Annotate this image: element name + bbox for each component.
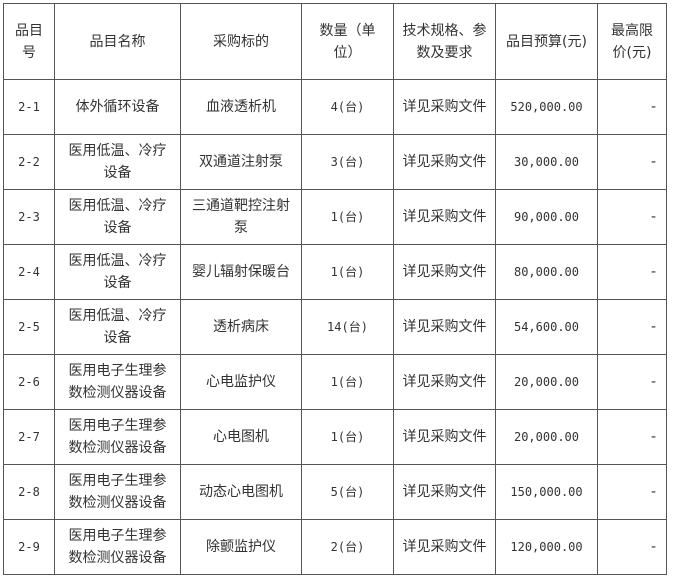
cell-budget: 120,000.00 [495,519,598,575]
cell-quantity: 2(台) [301,519,394,575]
cell-spec: 详见采购文件 [393,244,496,300]
cell-spec: 详见采购文件 [393,464,496,520]
cell-max-price: - [597,354,667,410]
cell-item-no: 2-2 [3,134,55,190]
table-row: 2-2 医用低温、冷疗设备 双通道注射泵 3(台) 详见采购文件 30,000.00- [3,134,667,190]
cell-budget: 20,000.00 [495,409,598,465]
cell-item-name: 医用电子生理参数检测仪器设备 [54,519,181,575]
cell-item-name: 体外循环设备 [54,79,181,135]
cell-item-no: 2-7 [3,409,55,465]
cell-subject: 婴儿辐射保暖台 [180,244,302,300]
cell-subject: 血液透析机 [180,79,302,135]
header-spec: 技术规格、参数及要求 [393,3,496,80]
table-row: 2-4 医用低温、冷疗设备 婴儿辐射保暖台 1(台) 详见采购文件 80,000.00- [3,244,667,300]
cell-item-name: 医用低温、冷疗设备 [54,134,181,190]
cell-max-price: - [597,464,667,520]
cell-subject: 透析病床 [180,299,302,355]
cell-item-no: 2-5 [3,299,55,355]
cell-subject: 双通道注射泵 [180,134,302,190]
header-item-name: 品目名称 [54,3,181,80]
header-max-price: 最高限价(元) [597,3,667,80]
table-row: 2-5 医用低温、冷疗设备 透析病床 14(台) 详见采购文件 54,600.00- [3,299,667,355]
cell-budget: 20,000.00 [495,354,598,410]
cell-budget: 30,000.00 [495,134,598,190]
cell-subject: 除颤监护仪 [180,519,302,575]
cell-quantity: 5(台) [301,464,394,520]
cell-max-price: - [597,134,667,190]
cell-item-name: 医用低温、冷疗设备 [54,189,181,245]
cell-budget: 90,000.00 [495,189,598,245]
cell-item-name: 医用低温、冷疗设备 [54,244,181,300]
cell-item-no: 2-4 [3,244,55,300]
cell-max-price: - [597,519,667,575]
cell-quantity: 4(台) [301,79,394,135]
header-row: 品目号 品目名称 采购标的 数量（单位） 技术规格、参数及要求 品目预算(元) … [3,3,667,80]
procurement-table: 品目号 品目名称 采购标的 数量（单位） 技术规格、参数及要求 品目预算(元) … [3,3,667,575]
cell-subject: 心电图机 [180,409,302,465]
cell-max-price: - [597,189,667,245]
cell-item-no: 2-8 [3,464,55,520]
cell-item-no: 2-6 [3,354,55,410]
cell-item-name: 医用低温、冷疗设备 [54,299,181,355]
cell-spec: 详见采购文件 [393,79,496,135]
cell-spec: 详见采购文件 [393,409,496,465]
cell-spec: 详见采购文件 [393,189,496,245]
cell-item-no: 2-1 [3,79,55,135]
table-row: 2-9 医用电子生理参数检测仪器设备 除颤监护仪 2(台) 详见采购文件 120,000.… [3,519,667,575]
cell-quantity: 3(台) [301,134,394,190]
header-budget: 品目预算(元) [495,3,598,80]
cell-item-no: 2-9 [3,519,55,575]
header-quantity: 数量（单位） [301,3,394,80]
cell-item-name: 医用电子生理参数检测仪器设备 [54,409,181,465]
table-row: 2-6 医用电子生理参数检测仪器设备 心电监护仪 1(台) 详见采购文件 20,000.0… [3,354,667,410]
header-item-no: 品目号 [3,3,55,80]
cell-max-price: - [597,299,667,355]
cell-item-name: 医用电子生理参数检测仪器设备 [54,464,181,520]
cell-subject: 心电监护仪 [180,354,302,410]
cell-quantity: 1(台) [301,409,394,465]
table-row: 2-8 医用电子生理参数检测仪器设备 动态心电图机 5(台) 详见采购文件 150,000… [3,464,667,520]
cell-budget: 54,600.00 [495,299,598,355]
cell-item-name: 医用电子生理参数检测仪器设备 [54,354,181,410]
cell-max-price: - [597,409,667,465]
table-row: 2-1 体外循环设备 血液透析机 4(台) 详见采购文件 520,000.00- [3,79,667,135]
table-row: 2-3 医用低温、冷疗设备 三通道靶控注射泵 1(台) 详见采购文件 90,000.00- [3,189,667,245]
cell-spec: 详见采购文件 [393,519,496,575]
cell-spec: 详见采购文件 [393,299,496,355]
cell-spec: 详见采购文件 [393,134,496,190]
table-row: 2-7 医用电子生理参数检测仪器设备 心电图机 1(台) 详见采购文件 20,000.00… [3,409,667,465]
cell-item-no: 2-3 [3,189,55,245]
cell-budget: 150,000.00 [495,464,598,520]
cell-max-price: - [597,79,667,135]
cell-quantity: 1(台) [301,244,394,300]
cell-subject: 三通道靶控注射泵 [180,189,302,245]
cell-quantity: 14(台) [301,299,394,355]
cell-budget: 80,000.00 [495,244,598,300]
cell-subject: 动态心电图机 [180,464,302,520]
cell-spec: 详见采购文件 [393,354,496,410]
cell-quantity: 1(台) [301,354,394,410]
cell-budget: 520,000.00 [495,79,598,135]
cell-max-price: - [597,244,667,300]
cell-quantity: 1(台) [301,189,394,245]
header-subject: 采购标的 [180,3,302,80]
